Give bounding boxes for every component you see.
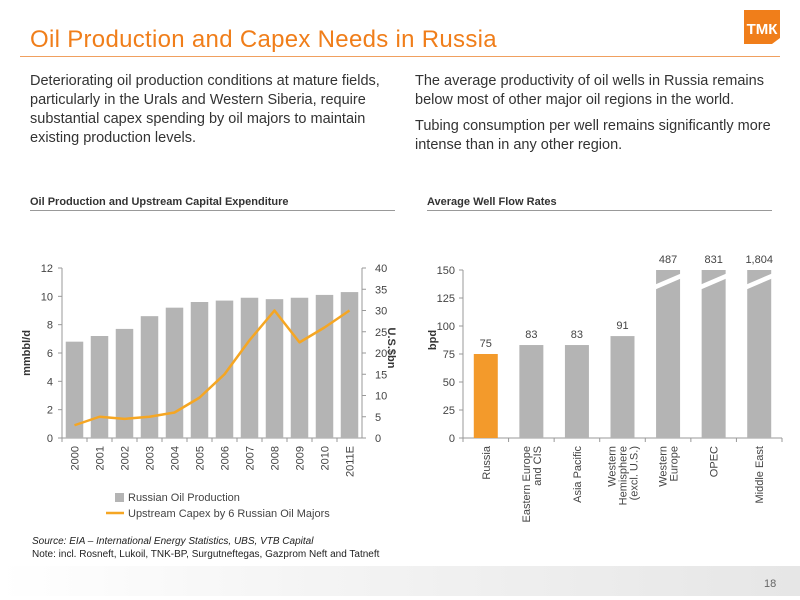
chart2-data-label: 487 — [659, 254, 677, 266]
chart2-data-label: 91 — [616, 320, 628, 332]
chart1-x-tick-label: 2008 — [270, 446, 282, 470]
chart1-legend-label-production: Russian Oil Production — [128, 492, 240, 504]
chart1-legend-swatch-production — [115, 493, 124, 502]
chart2-bar — [701, 270, 726, 438]
chart1-right-tick-label: 35 — [375, 284, 387, 296]
chart1-right-tick-label: 0 — [375, 433, 381, 445]
chart2-tick-label: 75 — [443, 349, 455, 361]
chart1-x-tick-label: 2011E — [345, 446, 357, 477]
chart2-tick-label: 150 — [437, 265, 455, 277]
chart1-bar — [265, 299, 284, 438]
chart1-x-tick-label: 2002 — [120, 446, 132, 470]
chart2-tick-label: 25 — [443, 405, 455, 417]
chart2-x-tick-label: Hemisphere — [618, 446, 630, 505]
chart2-x-tick-label: Eastern Europe — [521, 446, 533, 522]
chart2-x-tick-label: Russia — [481, 445, 493, 480]
chart1-bar — [65, 341, 84, 438]
chart2-bar — [610, 336, 635, 438]
chart2-x-tick-label: Asia Pacific — [572, 446, 584, 503]
chart1-bar — [190, 302, 209, 438]
chart1-right-tick-label: 25 — [375, 327, 387, 339]
tmk-logo: ТМК — [744, 10, 780, 44]
note-text: Note: incl. Rosneft, Lukoil, TNK-BP, Sur… — [32, 549, 380, 560]
chart1-right-tick-label: 30 — [375, 306, 387, 318]
chart1-right-tick-label: 20 — [375, 348, 387, 360]
chart1-bar — [240, 297, 259, 438]
chart1-bar — [340, 292, 359, 438]
chart1-bar — [140, 316, 159, 438]
chart1-bar — [165, 307, 184, 438]
source-text: Source: EIA – International Energy Stati… — [32, 536, 314, 547]
page-title: Oil Production and Capex Needs in Russia — [30, 26, 497, 53]
chart2-x-tick-label: Europe — [669, 446, 681, 481]
chart1-bar — [290, 297, 309, 438]
chart2-x-tick-label: (excl. U.S.) — [629, 446, 641, 500]
chart1-right-tick-label: 5 — [375, 412, 381, 424]
chart1-right-tick-label: 10 — [375, 391, 387, 403]
chart1-bar — [115, 328, 134, 438]
chart2-bar — [519, 345, 544, 438]
chart2-x-tick-label: Western — [607, 446, 619, 487]
left-paragraph: Deteriorating oil production conditions … — [30, 72, 400, 155]
left-text: Deteriorating oil production conditions … — [30, 73, 380, 146]
logo-text: ТМК — [747, 21, 779, 38]
chart2-bar — [656, 270, 681, 438]
chart1-left-tick-label: 0 — [47, 433, 53, 445]
chart1-x-tick-label: 2001 — [95, 446, 107, 470]
chart2-axis-break — [699, 273, 728, 290]
chart2-bar — [747, 270, 772, 438]
chart1-x-tick-label: 2006 — [220, 446, 232, 470]
chart2-axis-break — [654, 273, 683, 290]
chart2-x-tick-label: Middle East — [754, 446, 766, 503]
chart1-left-tick-label: 2 — [47, 405, 53, 417]
chart1-bar — [90, 336, 109, 438]
chart2-tick-label: 125 — [437, 293, 455, 305]
right-text-2: Tubing consumption per well remains sign… — [415, 118, 771, 153]
chart2-data-label: 83 — [571, 329, 583, 341]
page-number: 18 — [764, 578, 777, 590]
chart1-bar — [215, 300, 234, 438]
chart1-x-tick-label: 2007 — [245, 446, 257, 470]
chart1-x-tick-label: 2003 — [145, 446, 157, 470]
chart1-x-tick-label: 2005 — [195, 446, 207, 470]
chart1-left-tick-label: 12 — [41, 263, 53, 275]
chart1-left-tick-label: 4 — [47, 376, 53, 388]
right-text-1: The average productivity of oil wells in… — [415, 73, 764, 108]
chart2-bar — [473, 354, 498, 438]
chart2-data-label: 1,804 — [745, 254, 773, 266]
chart2-tick-label: 0 — [449, 433, 455, 445]
chart1-capex-line — [74, 309, 351, 427]
chart2-title: Average Well Flow Rates — [427, 196, 772, 211]
right-paragraph: The average productivity of oil wells in… — [415, 72, 785, 162]
chart2-bar — [564, 345, 589, 438]
chart2-x-tick-label: and CIS — [532, 446, 544, 486]
chart2-x-tick-label: Western — [658, 446, 670, 487]
footer-band — [0, 566, 800, 596]
chart1-right-tick-label: 15 — [375, 369, 387, 381]
chart1-legend-label-capex: Upstream Capex by 6 Russian Oil Majors — [128, 508, 330, 520]
chart1-x-tick-label: 2004 — [170, 446, 182, 470]
chart1-left-tick-label: 10 — [41, 291, 53, 303]
chart2-data-label: 83 — [525, 329, 537, 341]
source-note: Source: EIA – International Energy Stati… — [32, 535, 379, 561]
chart1-x-tick-label: 2009 — [295, 446, 307, 470]
chart1-x-tick-label: 2010 — [320, 446, 332, 470]
chart1-right-tick-label: 40 — [375, 263, 387, 275]
chart1-y2-axis-label: U.S.$bn — [385, 328, 397, 369]
title-divider — [20, 56, 780, 57]
chart2-y-axis-label: bpd — [427, 330, 439, 350]
chart2-tick-label: 50 — [443, 377, 455, 389]
chart2-tick-label: 100 — [437, 321, 455, 333]
chart2-data-label: 831 — [704, 254, 722, 266]
chart1-bar — [315, 294, 334, 438]
chart1-left-tick-label: 6 — [47, 348, 53, 360]
chart1-x-tick-label: 2000 — [70, 446, 82, 470]
chart2-axis-break — [745, 273, 774, 290]
chart1-title: Oil Production and Upstream Capital Expe… — [30, 196, 395, 211]
chart1-y-axis-label: mmbbl/d — [21, 330, 33, 376]
chart1-left-tick-label: 8 — [47, 320, 53, 332]
chart2-data-label: 75 — [480, 338, 492, 350]
chart2-x-tick-label: OPEC — [709, 446, 721, 477]
